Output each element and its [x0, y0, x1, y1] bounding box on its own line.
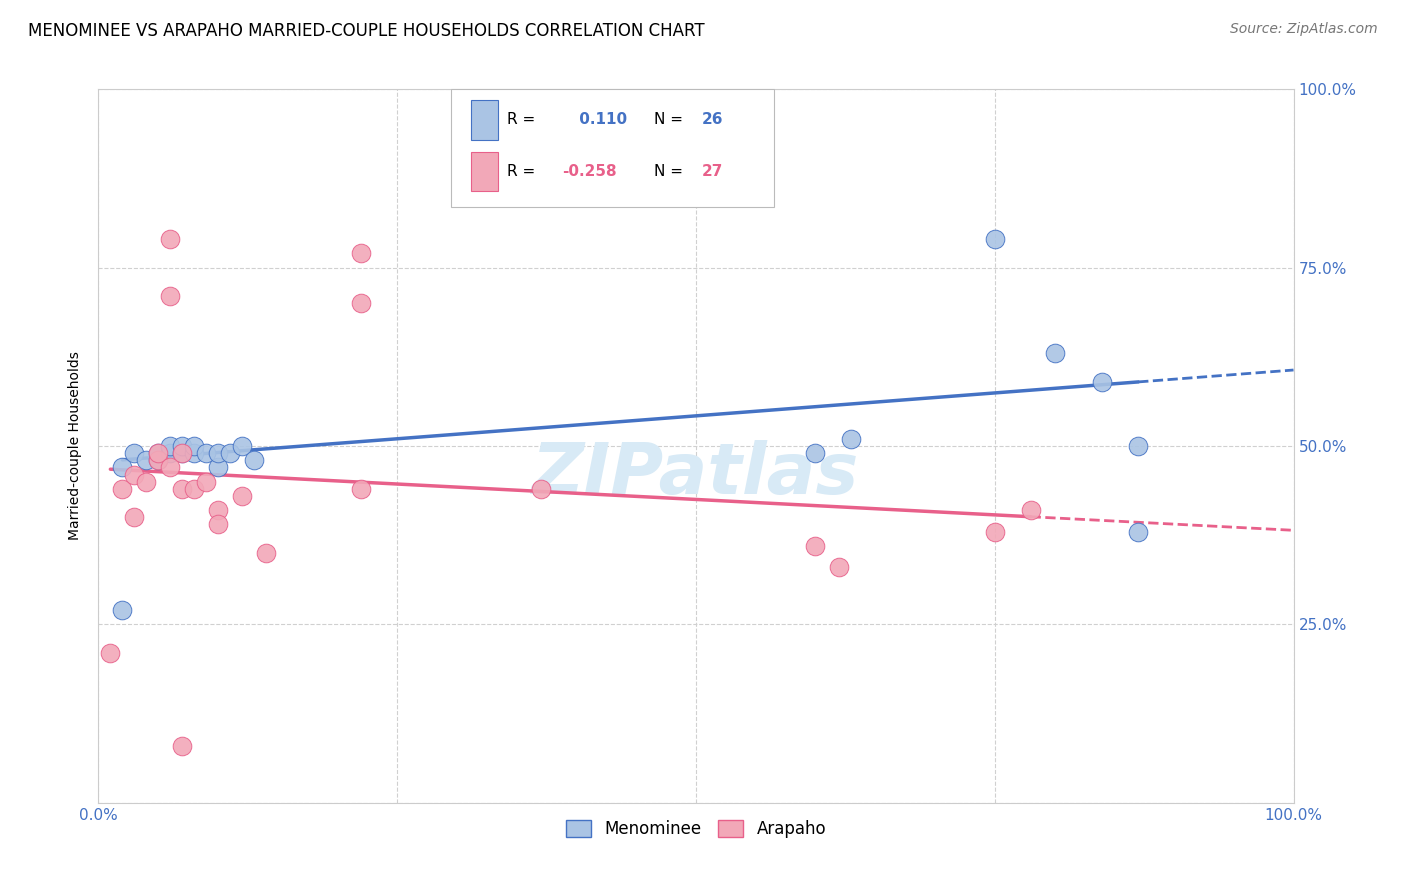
Point — [804, 446, 827, 460]
Point — [111, 460, 134, 475]
Point — [148, 446, 170, 460]
Point — [172, 482, 194, 496]
Text: 27: 27 — [702, 164, 723, 178]
Text: ZIPatlas: ZIPatlas — [533, 440, 859, 509]
Text: MENOMINEE VS ARAPAHO MARRIED-COUPLE HOUSEHOLDS CORRELATION CHART: MENOMINEE VS ARAPAHO MARRIED-COUPLE HOUS… — [28, 22, 704, 40]
Point — [828, 560, 851, 574]
Point — [195, 475, 218, 489]
Point — [135, 475, 157, 489]
Point — [148, 446, 170, 460]
Point — [1043, 346, 1066, 360]
Point — [350, 296, 373, 310]
FancyBboxPatch shape — [451, 89, 773, 207]
Point — [231, 439, 253, 453]
Point — [1128, 524, 1150, 539]
Text: Source: ZipAtlas.com: Source: ZipAtlas.com — [1230, 22, 1378, 37]
Point — [1128, 439, 1150, 453]
Point — [124, 446, 146, 460]
Point — [841, 432, 863, 446]
Text: -0.258: -0.258 — [562, 164, 617, 178]
Point — [243, 453, 266, 467]
Point — [541, 175, 564, 189]
Bar — [471, 152, 498, 191]
Point — [124, 510, 146, 524]
Point — [219, 446, 242, 460]
Point — [98, 646, 122, 660]
Point — [1091, 375, 1114, 389]
Point — [530, 482, 553, 496]
Point — [207, 517, 229, 532]
Text: R =: R = — [508, 112, 536, 128]
Point — [207, 460, 229, 475]
Point — [350, 482, 373, 496]
Point — [159, 232, 181, 246]
Point — [207, 446, 229, 460]
Point — [159, 446, 181, 460]
Point — [159, 289, 181, 303]
Point — [804, 539, 827, 553]
Point — [984, 232, 1007, 246]
Point — [111, 603, 134, 617]
Point — [1019, 503, 1042, 517]
Text: 26: 26 — [702, 112, 724, 128]
Point — [172, 446, 194, 460]
Point — [195, 446, 218, 460]
Legend: Menominee, Arapaho: Menominee, Arapaho — [560, 813, 832, 845]
Point — [148, 453, 170, 467]
Point — [172, 439, 194, 453]
Point — [159, 460, 181, 475]
Point — [207, 503, 229, 517]
Point — [172, 446, 194, 460]
Text: R =: R = — [508, 164, 536, 178]
Point — [350, 246, 373, 260]
Text: N =: N = — [654, 164, 683, 178]
Text: N =: N = — [654, 112, 683, 128]
Text: 0.110: 0.110 — [574, 112, 627, 128]
Point — [183, 446, 205, 460]
Point — [231, 489, 253, 503]
Point — [984, 524, 1007, 539]
Point — [254, 546, 277, 560]
Bar — [471, 100, 498, 139]
Point — [183, 439, 205, 453]
Point — [135, 453, 157, 467]
Point — [124, 467, 146, 482]
Point — [183, 482, 205, 496]
Point — [148, 453, 170, 467]
Point — [111, 482, 134, 496]
Y-axis label: Married-couple Households: Married-couple Households — [69, 351, 83, 541]
Point — [159, 439, 181, 453]
Point — [172, 739, 194, 753]
